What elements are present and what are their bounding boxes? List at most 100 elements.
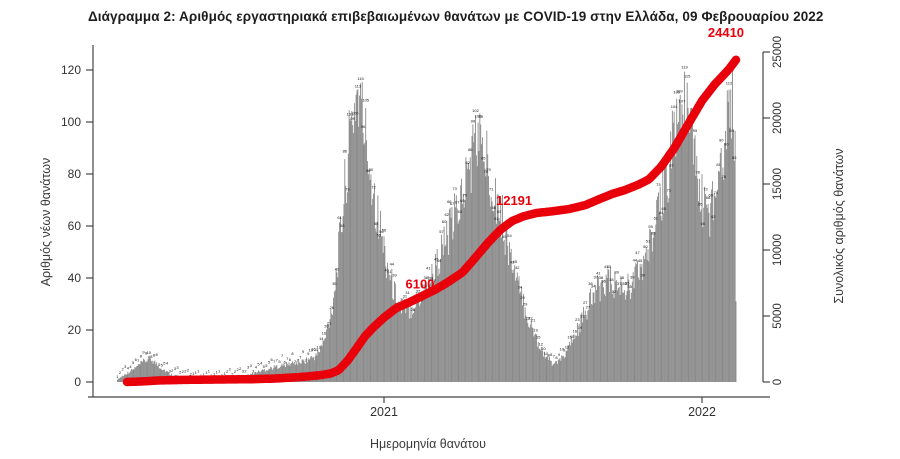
svg-text:90: 90 [719, 138, 724, 143]
svg-text:41: 41 [426, 266, 431, 271]
svg-text:16: 16 [322, 330, 327, 335]
svg-text:60: 60 [442, 219, 447, 224]
svg-text:7: 7 [299, 354, 302, 359]
svg-text:15: 15 [570, 334, 575, 339]
svg-text:119: 119 [681, 64, 688, 69]
svg-text:9: 9 [142, 350, 145, 355]
svg-text:3: 3 [247, 365, 250, 370]
svg-text:27: 27 [586, 305, 591, 310]
svg-text:7: 7 [294, 359, 297, 364]
svg-text:1: 1 [218, 369, 221, 374]
svg-text:32: 32 [416, 289, 421, 294]
svg-text:21: 21 [327, 320, 332, 325]
svg-text:45: 45 [638, 258, 643, 263]
svg-text:85: 85 [481, 155, 486, 160]
svg-text:6: 6 [289, 357, 292, 362]
svg-text:9: 9 [307, 351, 310, 356]
svg-text:60: 60 [701, 221, 706, 226]
svg-text:62: 62 [444, 212, 449, 217]
svg-text:96: 96 [361, 124, 366, 129]
axes [86, 45, 770, 403]
tick-labels: 0204060801001200500010000150002000025000… [61, 36, 784, 419]
svg-text:1: 1 [223, 371, 226, 376]
svg-text:41: 41 [596, 271, 601, 276]
svg-text:10: 10 [309, 348, 314, 353]
milestone-label-12191: 12191 [496, 193, 532, 208]
svg-text:61: 61 [337, 215, 342, 220]
svg-text:0: 0 [74, 375, 81, 389]
svg-text:66: 66 [492, 205, 497, 210]
svg-text:8: 8 [150, 354, 153, 359]
svg-text:8: 8 [548, 352, 551, 357]
svg-text:10000: 10000 [772, 234, 784, 266]
svg-text:71: 71 [667, 188, 672, 193]
svg-text:4: 4 [255, 365, 258, 370]
svg-text:4: 4 [127, 366, 130, 371]
left-y-axis-label: Αριθμός νέων θανάτων [39, 157, 53, 287]
svg-text:2022: 2022 [688, 405, 716, 419]
svg-text:1: 1 [192, 371, 195, 376]
svg-text:36: 36 [601, 278, 606, 283]
svg-text:50: 50 [643, 244, 648, 249]
svg-text:4: 4 [260, 361, 263, 366]
svg-text:5: 5 [265, 363, 268, 368]
svg-text:29: 29 [523, 301, 528, 306]
svg-text:115: 115 [357, 76, 364, 81]
svg-text:43: 43 [607, 264, 612, 269]
svg-text:6: 6 [270, 357, 273, 362]
svg-text:10: 10 [311, 347, 316, 352]
svg-text:31: 31 [403, 293, 408, 298]
svg-text:100: 100 [475, 113, 482, 118]
svg-text:107: 107 [679, 98, 686, 103]
svg-text:35: 35 [627, 284, 632, 289]
svg-text:23: 23 [575, 317, 580, 322]
svg-text:66: 66 [447, 199, 452, 204]
svg-text:7: 7 [137, 358, 140, 363]
svg-text:2: 2 [179, 370, 182, 375]
svg-text:41: 41 [604, 264, 609, 269]
svg-text:2: 2 [119, 370, 122, 375]
svg-text:26: 26 [329, 305, 334, 310]
svg-text:80: 80 [68, 167, 82, 181]
svg-text:37: 37 [431, 278, 436, 283]
svg-text:85: 85 [732, 155, 737, 160]
svg-text:1: 1 [116, 374, 119, 379]
svg-text:1: 1 [195, 370, 198, 375]
svg-text:79: 79 [484, 169, 489, 174]
svg-text:73: 73 [452, 186, 457, 191]
svg-text:26: 26 [411, 307, 416, 312]
svg-text:5: 5 [278, 359, 281, 364]
svg-text:101: 101 [347, 112, 354, 117]
svg-text:61: 61 [494, 216, 499, 221]
svg-text:8: 8 [155, 352, 158, 357]
svg-text:80: 80 [369, 167, 374, 172]
svg-text:20000: 20000 [772, 102, 784, 134]
svg-text:10: 10 [147, 350, 152, 355]
svg-text:109: 109 [676, 89, 683, 94]
svg-text:73: 73 [345, 186, 350, 191]
svg-text:102: 102 [472, 108, 479, 113]
svg-text:32: 32 [612, 289, 617, 294]
milestone-label-6100: 6100 [406, 276, 435, 291]
svg-text:68: 68 [460, 198, 465, 203]
svg-text:95: 95 [693, 128, 698, 133]
svg-text:105: 105 [362, 98, 369, 103]
svg-text:78: 78 [695, 170, 700, 175]
svg-text:55: 55 [502, 234, 507, 239]
svg-text:55: 55 [377, 233, 382, 238]
svg-text:20: 20 [68, 323, 82, 337]
svg-text:113: 113 [355, 83, 362, 88]
svg-text:4: 4 [129, 364, 132, 369]
svg-text:44: 44 [390, 261, 395, 266]
svg-text:55: 55 [651, 230, 656, 235]
svg-text:8: 8 [550, 352, 553, 357]
svg-text:1: 1 [197, 369, 200, 374]
svg-text:78: 78 [722, 174, 727, 179]
svg-text:39: 39 [614, 270, 619, 275]
svg-text:23: 23 [526, 316, 531, 321]
svg-text:7: 7 [276, 358, 279, 363]
svg-text:82: 82 [465, 160, 470, 165]
svg-text:64: 64 [659, 210, 664, 215]
svg-text:7: 7 [304, 358, 307, 363]
